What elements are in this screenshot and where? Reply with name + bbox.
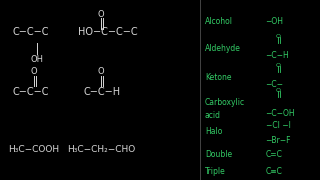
Text: Double: Double <box>205 150 232 159</box>
Text: O: O <box>275 34 280 39</box>
Text: Carboxylic: Carboxylic <box>205 98 245 107</box>
Text: HO−C−C−C: HO−C−C−C <box>78 27 138 37</box>
Text: H₃C−CH₂−CHO: H₃C−CH₂−CHO <box>67 145 135 154</box>
Text: Halo: Halo <box>205 127 222 136</box>
Text: OH: OH <box>30 55 44 64</box>
Text: O: O <box>30 68 37 76</box>
Text: −Cl −I: −Cl −I <box>266 122 291 130</box>
Text: C−C−C: C−C−C <box>13 27 49 37</box>
Text: O: O <box>98 68 104 76</box>
Text: Alcohol: Alcohol <box>205 17 233 26</box>
Text: acid: acid <box>205 111 221 120</box>
Text: Aldehyde: Aldehyde <box>205 44 241 53</box>
Text: H₃C−COOH: H₃C−COOH <box>8 145 59 154</box>
Text: −OH: −OH <box>266 17 284 26</box>
Text: −C−H: −C−H <box>266 51 289 60</box>
Text: Triple: Triple <box>205 166 226 176</box>
Text: −C−OH: −C−OH <box>266 109 295 118</box>
Text: O: O <box>275 63 280 68</box>
Text: C≡C: C≡C <box>266 166 283 176</box>
Text: −Br−F: −Br−F <box>266 136 291 145</box>
Text: C=C: C=C <box>266 150 283 159</box>
Text: Ketone: Ketone <box>205 73 231 82</box>
Text: C−C−C: C−C−C <box>13 87 49 97</box>
Text: −C−: −C− <box>266 80 284 89</box>
Text: O: O <box>275 88 280 93</box>
Text: O: O <box>98 10 104 19</box>
Text: C−C−H: C−C−H <box>83 87 120 97</box>
